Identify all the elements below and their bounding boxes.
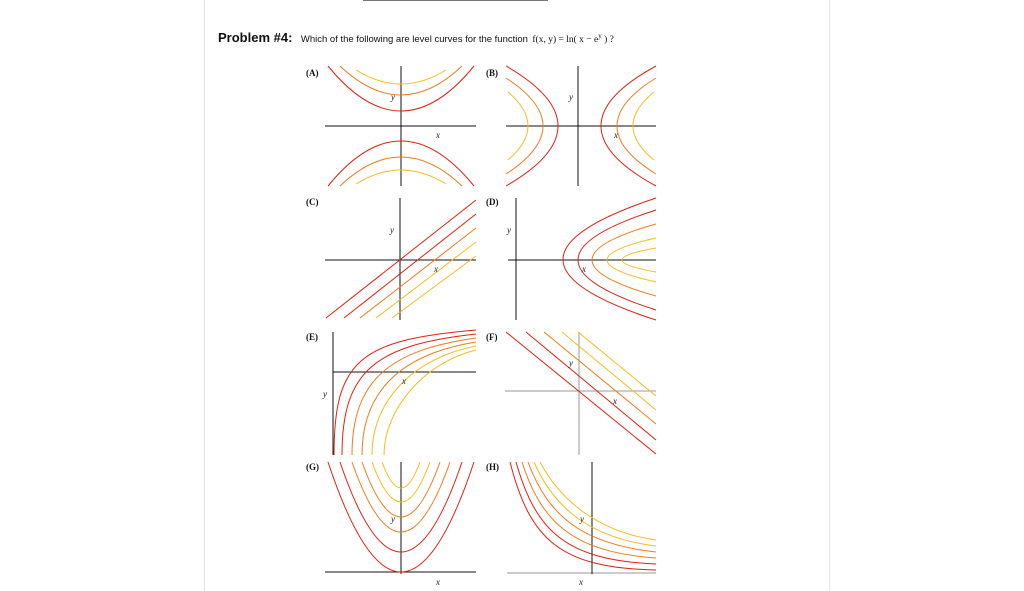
option-g-y-label: y (390, 514, 395, 524)
option-f-label: (F) (486, 332, 498, 342)
option-e-label: (E) (306, 332, 318, 342)
top-divider (363, 0, 548, 3)
option-b-y-label: y (568, 92, 573, 102)
option-c-label: (C) (306, 197, 319, 207)
content-frame (204, 0, 830, 591)
option-a-label: (A) (306, 68, 319, 78)
option-h-y-label: y (579, 514, 584, 524)
option-c-x-label: x (433, 264, 438, 274)
option-g-x-label: x (435, 577, 440, 587)
option-c-y-label: y (389, 225, 394, 235)
function-end: ) ? (601, 35, 614, 45)
option-a-x-label: x (435, 130, 440, 140)
option-c-graph[interactable]: (C) x y (306, 197, 477, 320)
problem-label: Problem #4: (218, 30, 293, 45)
option-d-x-label: x (581, 264, 586, 274)
option-g-label: (G) (306, 462, 319, 472)
option-a-y-label: y (390, 92, 395, 102)
problem-text: Which of the following are level curves … (300, 34, 528, 45)
option-h-graph[interactable]: (H) x y (486, 461, 657, 587)
option-g-graph[interactable]: (G) x y (306, 461, 476, 587)
option-b-graph[interactable]: (B) x y (486, 65, 657, 187)
function-exponent: y (598, 31, 602, 40)
function-body: f(x, y) = ln( x − e (532, 35, 599, 45)
option-d-graph[interactable]: (D) x y (486, 197, 657, 321)
option-h-x-label: x (578, 577, 583, 587)
problem-statement: Problem #4: Which of the following are l… (218, 29, 614, 47)
option-e-y-label: y (322, 389, 327, 399)
option-h-label: (H) (486, 462, 499, 472)
option-f-y-label: y (568, 358, 573, 368)
option-d-label: (D) (486, 197, 499, 207)
option-f-x-label: x (612, 396, 617, 406)
option-a-graph[interactable]: (A) x y (306, 65, 476, 187)
option-f-graph[interactable]: (F) x y (486, 331, 657, 455)
option-b-label: (B) (486, 68, 498, 78)
problem-function: f(x, y) = ln( x − ey ) ? (532, 31, 614, 45)
option-b-x-label: x (613, 130, 618, 140)
option-e-x-label: x (401, 376, 406, 386)
option-e-graph[interactable]: (E) x y (306, 329, 477, 456)
option-d-y-label: y (506, 225, 511, 235)
